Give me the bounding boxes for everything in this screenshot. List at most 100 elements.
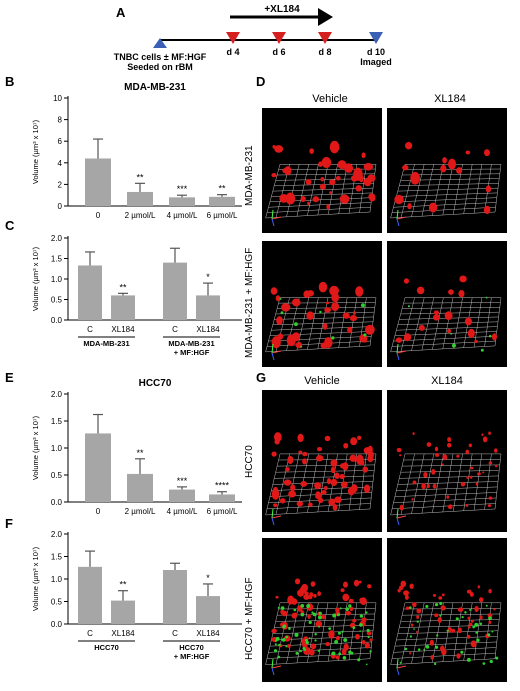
cell-blob (423, 471, 428, 478)
seed-label: Seeded on rBM (127, 62, 193, 72)
bar-chart-f: 0.0 0.5 1.0 1.5 2.0 Volume (µm³ x 10⁷) C ** XL18… (31, 530, 242, 661)
grid-line (473, 297, 483, 348)
cell-blob (335, 636, 340, 641)
category-label: XL184 (196, 629, 220, 638)
cell-blob (410, 171, 421, 185)
cell-blob (440, 605, 446, 611)
category-label: XL184 (196, 325, 220, 334)
cell-blob (488, 496, 493, 500)
cell-blob (329, 140, 340, 154)
green-signal (302, 647, 306, 650)
cell-blob (352, 618, 357, 623)
cell-blob (416, 608, 422, 614)
grid-line (286, 453, 300, 514)
cell-blob (316, 447, 323, 452)
cell-blob (431, 469, 436, 475)
cell-blob (416, 615, 420, 619)
cell-blob (403, 278, 410, 284)
green-signal (475, 631, 478, 634)
cell-blob (474, 339, 478, 344)
cell-blob (469, 592, 474, 597)
micro-image-mda-xl184 (387, 108, 507, 233)
cell-blob (403, 333, 412, 342)
green-signal (369, 650, 372, 653)
cell-blob (363, 484, 371, 493)
green-signal (305, 641, 309, 645)
cell-blob (442, 593, 445, 597)
cell-blob (342, 312, 350, 319)
drug-label: +XL184 (264, 4, 300, 15)
y-tick-label: 0.5 (51, 471, 63, 480)
green-signal (331, 336, 335, 340)
green-signal (491, 630, 494, 633)
grid-line (494, 602, 502, 659)
cell-blob (441, 463, 444, 466)
cell-blob (467, 616, 471, 620)
cell-blob (366, 631, 372, 636)
dose-marker-icon (272, 32, 286, 44)
cell-blob (340, 463, 346, 469)
grid-line (432, 602, 444, 663)
cell-blob (321, 614, 326, 620)
cell-blob (322, 322, 328, 330)
cell-blob (350, 175, 358, 182)
axis-gizmo (271, 515, 282, 519)
cell-blob (357, 174, 364, 181)
cell-blob (357, 435, 362, 440)
cell-blob (308, 502, 313, 507)
grid-line (400, 297, 415, 352)
cell-blob (323, 485, 328, 491)
category-label: C (172, 325, 178, 334)
grid-line (442, 297, 454, 349)
green-signal (295, 651, 299, 655)
cell-blob (429, 639, 435, 646)
green-signal (300, 345, 303, 348)
y-axis-label: Volume (µm³ x 10⁷) (31, 119, 40, 184)
significance-label: ** (119, 580, 127, 590)
green-signal (409, 606, 412, 609)
micro-render (390, 580, 502, 676)
y-tick-label: 2.0 (51, 530, 63, 539)
y-tick-label: 1.0 (51, 275, 63, 284)
grid-line (369, 602, 377, 659)
significance-label: ** (218, 184, 226, 194)
green-signal (341, 630, 344, 633)
cell-blob (361, 152, 366, 159)
cell-blob (438, 596, 443, 600)
grid-line (421, 164, 435, 217)
cell-blob (279, 498, 286, 504)
cell-blob (483, 205, 491, 215)
cell-blob (442, 157, 447, 164)
cell-blob (290, 484, 296, 492)
axis-gizmo (271, 665, 282, 669)
cell-blob (355, 633, 360, 640)
axis-gizmo (396, 352, 400, 361)
category-label: 0 (96, 211, 101, 220)
green-signal (293, 608, 297, 612)
cell-blob (296, 501, 304, 507)
green-signal (300, 612, 305, 617)
cell-blob (349, 454, 357, 462)
cell-blob (426, 483, 430, 489)
cell-blob (277, 333, 284, 340)
green-signal (277, 655, 281, 659)
green-signal (294, 632, 299, 637)
grid-line (421, 602, 435, 663)
cell-blob (275, 295, 281, 302)
bar (111, 295, 135, 320)
green-signal (434, 645, 439, 649)
cell-blob (335, 176, 341, 181)
cell-blob (485, 185, 492, 193)
green-signal (446, 629, 449, 632)
y-tick-label: 0.5 (51, 296, 63, 305)
green-signal (279, 298, 282, 300)
grid-line (348, 453, 358, 511)
green-signal (317, 649, 320, 652)
green-signal (334, 640, 339, 644)
cell-blob (457, 627, 462, 634)
green-signal (433, 662, 437, 666)
grid-line (473, 164, 483, 214)
grid-line (359, 602, 367, 660)
cell-blob (347, 326, 353, 334)
bar (163, 262, 187, 320)
